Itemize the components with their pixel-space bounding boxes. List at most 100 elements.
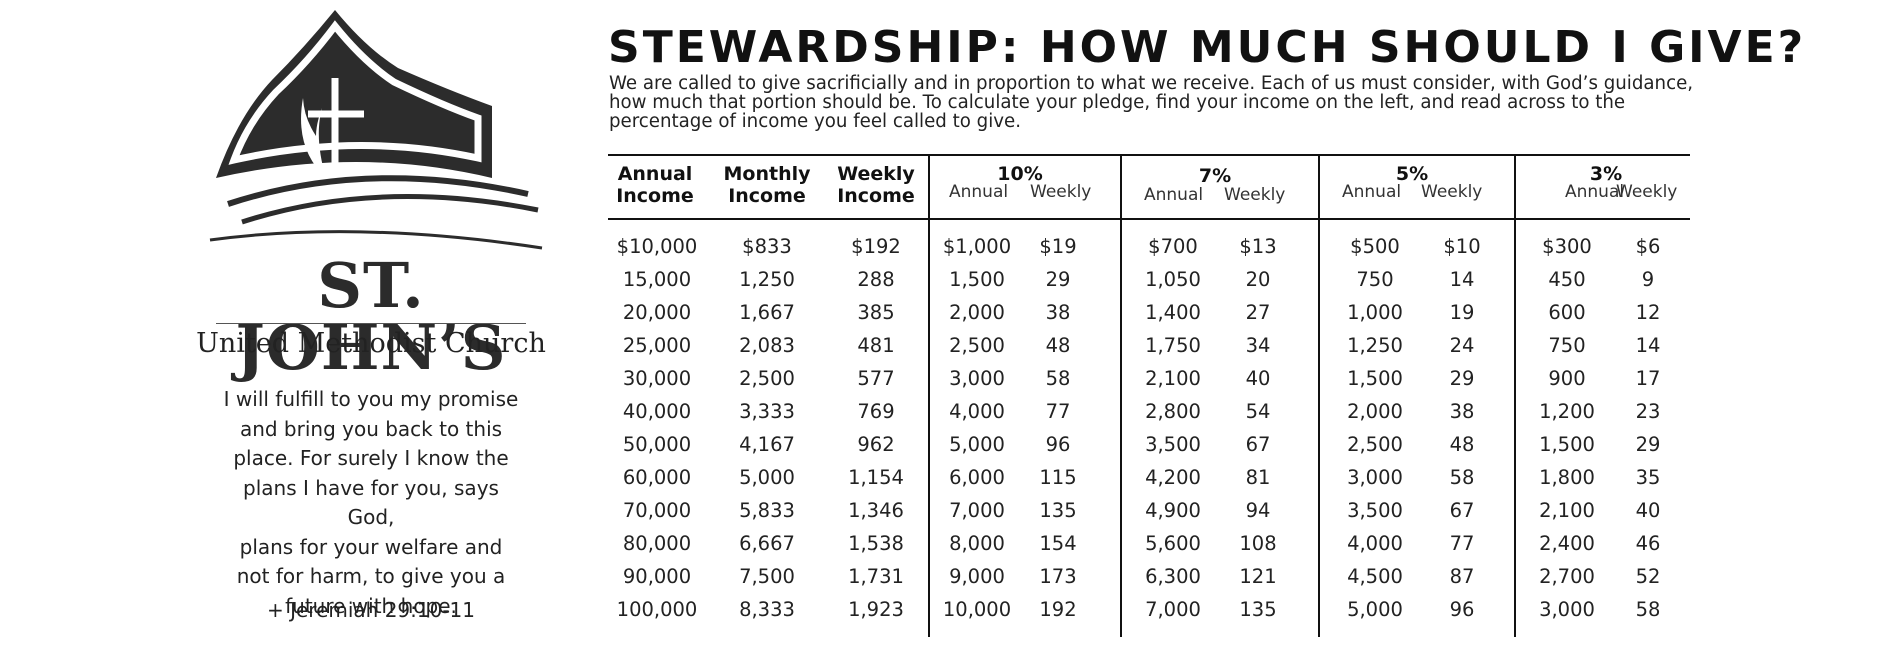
table-cell: 3,500 bbox=[1145, 433, 1201, 456]
table-cell: 50,000 bbox=[622, 433, 692, 456]
table-cell: $10 bbox=[1443, 235, 1481, 258]
table-cell: 600 bbox=[1548, 301, 1586, 324]
table-cell: 1,400 bbox=[1145, 301, 1201, 324]
table-row: 30,000 2,500 577 3,000 58 2,100 40 1,500 29 900 17 bbox=[0, 0, 1900, 390]
table-cell: $833 bbox=[742, 235, 792, 258]
header-percent-5: 5% bbox=[1395, 163, 1429, 185]
table-cell: 7,000 bbox=[1145, 598, 1201, 621]
table-cell: $500 bbox=[1350, 235, 1400, 258]
church-subtitle: United Methodist Church bbox=[196, 328, 546, 359]
table-cell: 24 bbox=[1449, 334, 1475, 357]
table-row: 80,000 6,667 1,538 8,000 154 5,600 108 4,000 77 2… bbox=[0, 0, 1900, 555]
table-cell: 1,923 bbox=[848, 598, 904, 621]
table-cell: 87 bbox=[1449, 565, 1475, 588]
table-cell: 1,250 bbox=[739, 268, 795, 291]
table-cell: $1,000 bbox=[942, 235, 1012, 258]
table-cell: 1,050 bbox=[1145, 268, 1201, 291]
subheader-annual: Annual bbox=[1565, 182, 1625, 202]
table-cell: 2,500 bbox=[739, 367, 795, 390]
table-cell: 15,000 bbox=[622, 268, 692, 291]
table-cell: 3,333 bbox=[739, 400, 795, 423]
subheader-weekly: Weekly bbox=[1616, 182, 1678, 202]
table-cell: 750 bbox=[1548, 334, 1586, 357]
table-cell: 38 bbox=[1449, 400, 1475, 423]
table-cell: 1,500 bbox=[1539, 433, 1595, 456]
table-cell: 25,000 bbox=[622, 334, 692, 357]
table-cell: 1,200 bbox=[1539, 400, 1595, 423]
table-cell: 29 bbox=[1449, 367, 1475, 390]
subheader-annual: Annual bbox=[949, 182, 1009, 202]
table-cell: 1,538 bbox=[848, 532, 904, 555]
table-cell: 54 bbox=[1245, 400, 1271, 423]
header-bottom-rule bbox=[608, 218, 1690, 220]
table-row: 100,000 8,333 1,923 10,000 192 7,000 135 5,000 9… bbox=[0, 0, 1900, 621]
table-cell: 3,000 bbox=[1347, 466, 1403, 489]
subheader-annual: Annual bbox=[1144, 185, 1204, 205]
table-cell: 77 bbox=[1449, 532, 1475, 555]
table-cell: 12 bbox=[1635, 301, 1661, 324]
header-annual-income: Annual Income bbox=[616, 163, 694, 207]
table-cell: $192 bbox=[851, 235, 901, 258]
table-cell: 8,333 bbox=[739, 598, 795, 621]
table-cell: 769 bbox=[857, 400, 895, 423]
table-cell: 1,500 bbox=[1347, 367, 1403, 390]
subheader-weekly: Weekly bbox=[1224, 185, 1286, 205]
table-cell: 7,000 bbox=[949, 499, 1005, 522]
table-cell: 46 bbox=[1635, 532, 1661, 555]
table-cell: 288 bbox=[857, 268, 895, 291]
table-cell: 5,000 bbox=[949, 433, 1005, 456]
table-cell: 115 bbox=[1039, 466, 1077, 489]
table-cell: 40 bbox=[1245, 367, 1271, 390]
table-cell: 4,000 bbox=[949, 400, 1005, 423]
table-cell: 90,000 bbox=[622, 565, 692, 588]
table-cell: 67 bbox=[1245, 433, 1271, 456]
table-cell: 3,000 bbox=[949, 367, 1005, 390]
table-row: 70,000 5,833 1,346 7,000 135 4,900 94 3,500 67 2,… bbox=[0, 0, 1900, 522]
verse-line: place. For surely I know the bbox=[233, 446, 509, 470]
table-row: 15,000 1,250 288 1,500 29 1,050 20 750 14 450 9 bbox=[0, 0, 1900, 291]
table-cell: $13 bbox=[1239, 235, 1277, 258]
header-monthly-income: Monthly Income bbox=[723, 163, 811, 207]
table-cell: 9 bbox=[1641, 268, 1655, 291]
table-cell: 40 bbox=[1635, 499, 1661, 522]
table-cell: 2,000 bbox=[1347, 400, 1403, 423]
table-cell: 750 bbox=[1356, 268, 1394, 291]
table-cell: 481 bbox=[857, 334, 895, 357]
table-cell: 1,000 bbox=[1347, 301, 1403, 324]
table-cell: 4,200 bbox=[1145, 466, 1201, 489]
table-cell: $700 bbox=[1148, 235, 1198, 258]
table-cell: 2,400 bbox=[1539, 532, 1595, 555]
table-cell: 173 bbox=[1039, 565, 1077, 588]
table-cell: 154 bbox=[1039, 532, 1077, 555]
scripture-verse: I will fulfill to you my promise and bri… bbox=[218, 385, 524, 621]
table-cell: 9,000 bbox=[949, 565, 1005, 588]
table-row: $10,000 $833 $192 $1,000 $19 $700 $13 $500 $10 $3… bbox=[0, 0, 1900, 258]
column-divider bbox=[928, 154, 930, 637]
table-cell: 70,000 bbox=[622, 499, 692, 522]
table-cell: 38 bbox=[1045, 301, 1071, 324]
table-cell: 40,000 bbox=[622, 400, 692, 423]
table-cell: 192 bbox=[1039, 598, 1077, 621]
table-cell: 94 bbox=[1245, 499, 1271, 522]
table-row: 50,000 4,167 962 5,000 96 3,500 67 2,500 48 1,500… bbox=[0, 0, 1900, 456]
table-cell: 20 bbox=[1245, 268, 1271, 291]
subheader-weekly: Weekly bbox=[1421, 182, 1483, 202]
table-cell: 2,500 bbox=[1347, 433, 1403, 456]
table-cell: 30,000 bbox=[622, 367, 692, 390]
table-cell: 900 bbox=[1548, 367, 1586, 390]
subheader-weekly: Weekly bbox=[1030, 182, 1092, 202]
table-cell: 20,000 bbox=[622, 301, 692, 324]
table-cell: 27 bbox=[1245, 301, 1271, 324]
table-cell: 14 bbox=[1635, 334, 1661, 357]
church-logo bbox=[209, 10, 543, 250]
table-cell: 10,000 bbox=[942, 598, 1012, 621]
verse-line: plans I have for you, says God, bbox=[243, 475, 499, 530]
table-cell: 81 bbox=[1245, 466, 1271, 489]
table-cell: $10,000 bbox=[616, 235, 698, 258]
intro-paragraph: We are called to give sacrificially and … bbox=[609, 73, 1694, 132]
table-cell: 35 bbox=[1635, 466, 1661, 489]
table-cell: 100,000 bbox=[616, 598, 698, 621]
table-cell: 1,154 bbox=[848, 466, 904, 489]
header-percent-10: 10% bbox=[997, 163, 1043, 185]
table-cell: 58 bbox=[1045, 367, 1071, 390]
